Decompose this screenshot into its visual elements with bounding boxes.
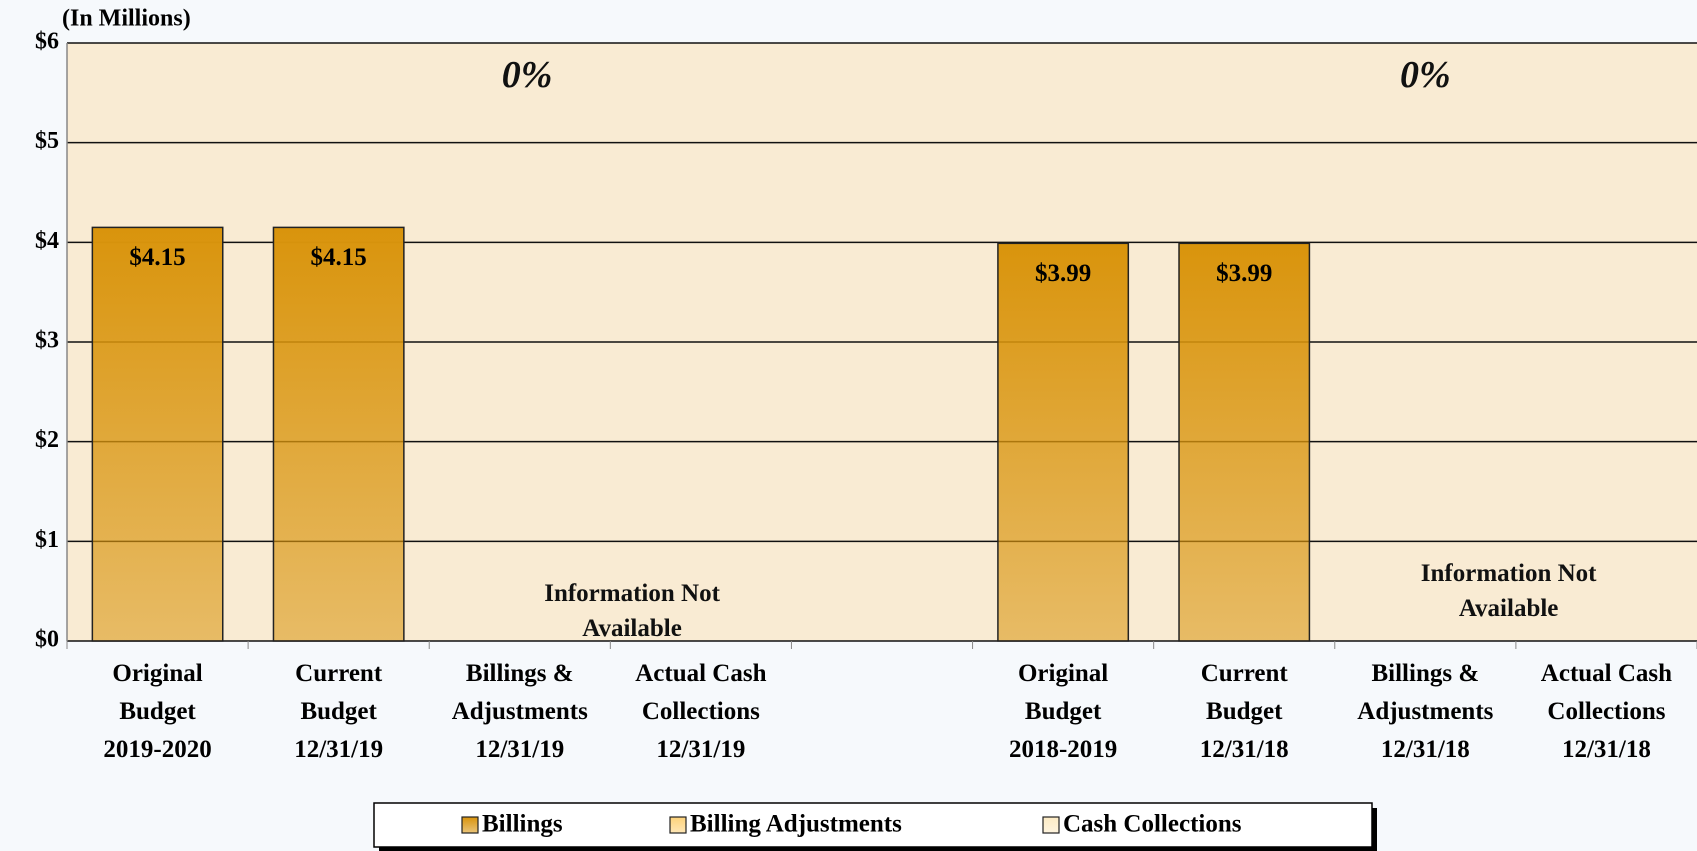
bar	[272, 226, 405, 642]
x-tick-label: Actual Cash Collections 12/31/19	[635, 660, 767, 763]
x-tick-label: Current Budget 12/31/18	[1199, 660, 1289, 763]
x-tick-label: Current Budget 12/31/19	[294, 660, 384, 763]
bar	[1178, 242, 1311, 642]
x-tick-label: Original Budget 2018-2019	[1008, 660, 1118, 763]
y-axis-label: (In Millions)	[62, 6, 191, 32]
x-tick-label: Billings & Adjustments 12/31/18	[1357, 660, 1494, 763]
y-tick-label: $4	[35, 228, 59, 254]
y-tick-label: $1	[35, 527, 59, 553]
data-label: $3.99	[1035, 260, 1091, 287]
x-tick-label: Actual Cash Collections 12/31/18	[1540, 660, 1673, 763]
annotation: Information Not Available	[1420, 560, 1597, 623]
legend-swatch	[1042, 816, 1060, 834]
data-label: $4.15	[311, 244, 367, 271]
bar	[997, 242, 1130, 642]
y-tick-label: $0	[35, 627, 59, 653]
y-tick-label: $2	[35, 427, 59, 453]
x-tick-label: Billings & Adjustments 12/31/19	[451, 660, 588, 763]
x-tick-label: Original Budget 2019-2020	[103, 660, 212, 763]
data-label: $4.15	[129, 244, 185, 271]
y-tick-label: $3	[35, 328, 59, 354]
y-tick-label: $6	[35, 29, 59, 55]
annotation: Information Not Available	[544, 580, 720, 643]
legend-label: Billing Adjustments	[690, 811, 902, 838]
annotation: 0%	[1400, 54, 1451, 97]
legend-label: Cash Collections	[1063, 811, 1242, 838]
legend-label: Billings	[482, 811, 563, 838]
legend	[373, 802, 1373, 848]
annotation: 0%	[501, 54, 553, 97]
data-label: $3.99	[1216, 260, 1272, 287]
bar	[91, 226, 224, 642]
legend-swatch	[461, 816, 479, 834]
legend-swatch	[669, 816, 687, 834]
y-tick-label: $5	[35, 128, 59, 154]
